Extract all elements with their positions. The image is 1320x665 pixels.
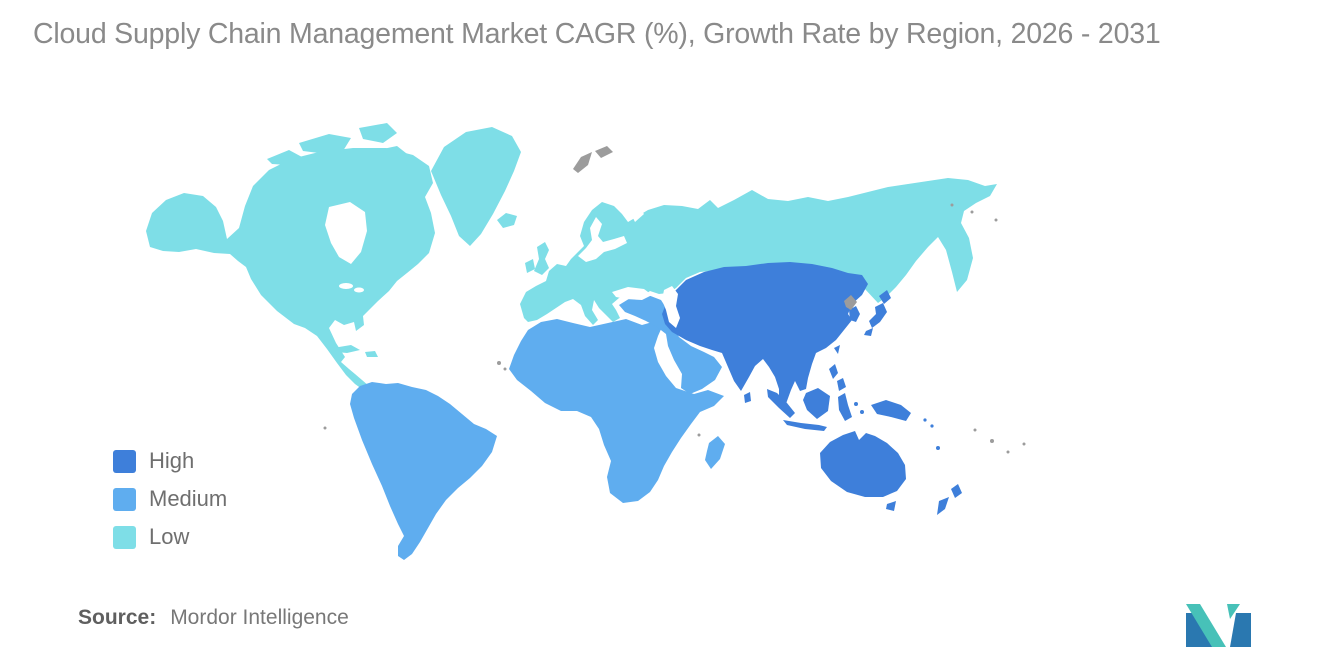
legend-item-high: High — [113, 449, 227, 473]
region-cape-verde-1 — [497, 361, 501, 365]
legend-item-medium: Medium — [113, 487, 227, 511]
legend-swatch-low — [113, 525, 136, 549]
region-baffin-island — [369, 146, 411, 181]
mordor-intelligence-logo — [1186, 604, 1251, 647]
region-java — [783, 420, 827, 431]
legend: High Medium Low — [113, 449, 227, 563]
region-south-korea — [849, 306, 860, 322]
baltic-sea — [578, 217, 627, 262]
legend-label-low: Low — [149, 524, 190, 549]
region-sulawesi — [838, 393, 852, 421]
legend-swatch-high — [113, 449, 136, 473]
legend-label-high: High — [149, 448, 195, 473]
region-japan-hokkaido — [879, 290, 891, 304]
region-new-zealand-north — [951, 484, 962, 498]
page-title: Cloud Supply Chain Management Market CAG… — [33, 18, 1161, 50]
white-sea — [630, 206, 644, 222]
region-north-america — [146, 148, 435, 392]
region-united-kingdom — [534, 242, 549, 275]
region-japan-kyushu — [864, 328, 873, 336]
region-aleutian-1 — [950, 203, 954, 207]
region-fiji-2 — [1006, 450, 1010, 454]
region-iceland — [497, 213, 517, 228]
region-madagascar — [705, 436, 725, 469]
region-solomon-2 — [930, 424, 934, 428]
region-aleutian-2 — [970, 210, 974, 214]
region-new-guinea — [871, 400, 911, 421]
region-moluccas-2 — [860, 410, 864, 414]
region-fiji-1 — [990, 439, 994, 443]
region-australia — [820, 431, 906, 497]
region-south-america — [350, 382, 497, 560]
black-sea — [612, 287, 652, 300]
great-lakes-1 — [339, 283, 353, 289]
region-borneo — [803, 388, 830, 419]
region-new-caledonia — [936, 446, 940, 450]
region-svalbard-2 — [595, 146, 613, 158]
legend-swatch-medium — [113, 487, 136, 511]
region-new-zealand-south — [937, 497, 949, 515]
great-lakes-2 — [354, 287, 364, 293]
region-europe-russia — [520, 178, 997, 325]
region-cape-verde-2 — [503, 367, 507, 371]
legend-label-medium: Medium — [149, 486, 228, 511]
region-north-korea — [844, 295, 857, 310]
region-philippines-1 — [829, 364, 838, 379]
caspian-sea — [662, 286, 680, 328]
region-tasmania — [886, 501, 896, 511]
region-middle-east-turkey — [619, 295, 722, 394]
region-hispaniola — [365, 351, 378, 357]
region-arctic-island-1 — [267, 150, 302, 165]
region-vanuatu — [973, 428, 977, 432]
region-sumatra — [767, 389, 795, 418]
region-japan-honshu — [869, 303, 887, 328]
source-value: Mordor Intelligence — [170, 606, 349, 629]
region-comoros — [697, 433, 701, 437]
region-asia — [662, 262, 868, 409]
region-svalbard-1 — [573, 152, 592, 173]
hudson-bay — [325, 202, 367, 264]
source-line: Source: Mordor Intelligence — [78, 606, 349, 630]
region-aleutian-3 — [994, 218, 998, 222]
legend-item-low: Low — [113, 525, 227, 549]
region-ireland — [525, 259, 535, 273]
region-taiwan — [834, 345, 840, 354]
source-label: Source: — [78, 606, 157, 629]
region-galapagos — [323, 426, 327, 430]
region-arctic-island-3 — [359, 123, 397, 143]
region-greenland — [431, 127, 521, 246]
logo-shape-teal-band — [1186, 604, 1226, 647]
region-arctic-island-2 — [299, 134, 351, 153]
region-solomon-1 — [923, 418, 927, 422]
logo-shape-teal-triangle — [1227, 604, 1240, 619]
region-fiji-3 — [1022, 442, 1026, 446]
region-sri-lanka — [744, 392, 751, 403]
region-africa — [509, 319, 724, 503]
region-philippines-2 — [837, 378, 846, 391]
region-moluccas-1 — [854, 402, 858, 406]
logo-shape-blue-right — [1230, 613, 1251, 647]
region-cuba — [333, 345, 360, 353]
